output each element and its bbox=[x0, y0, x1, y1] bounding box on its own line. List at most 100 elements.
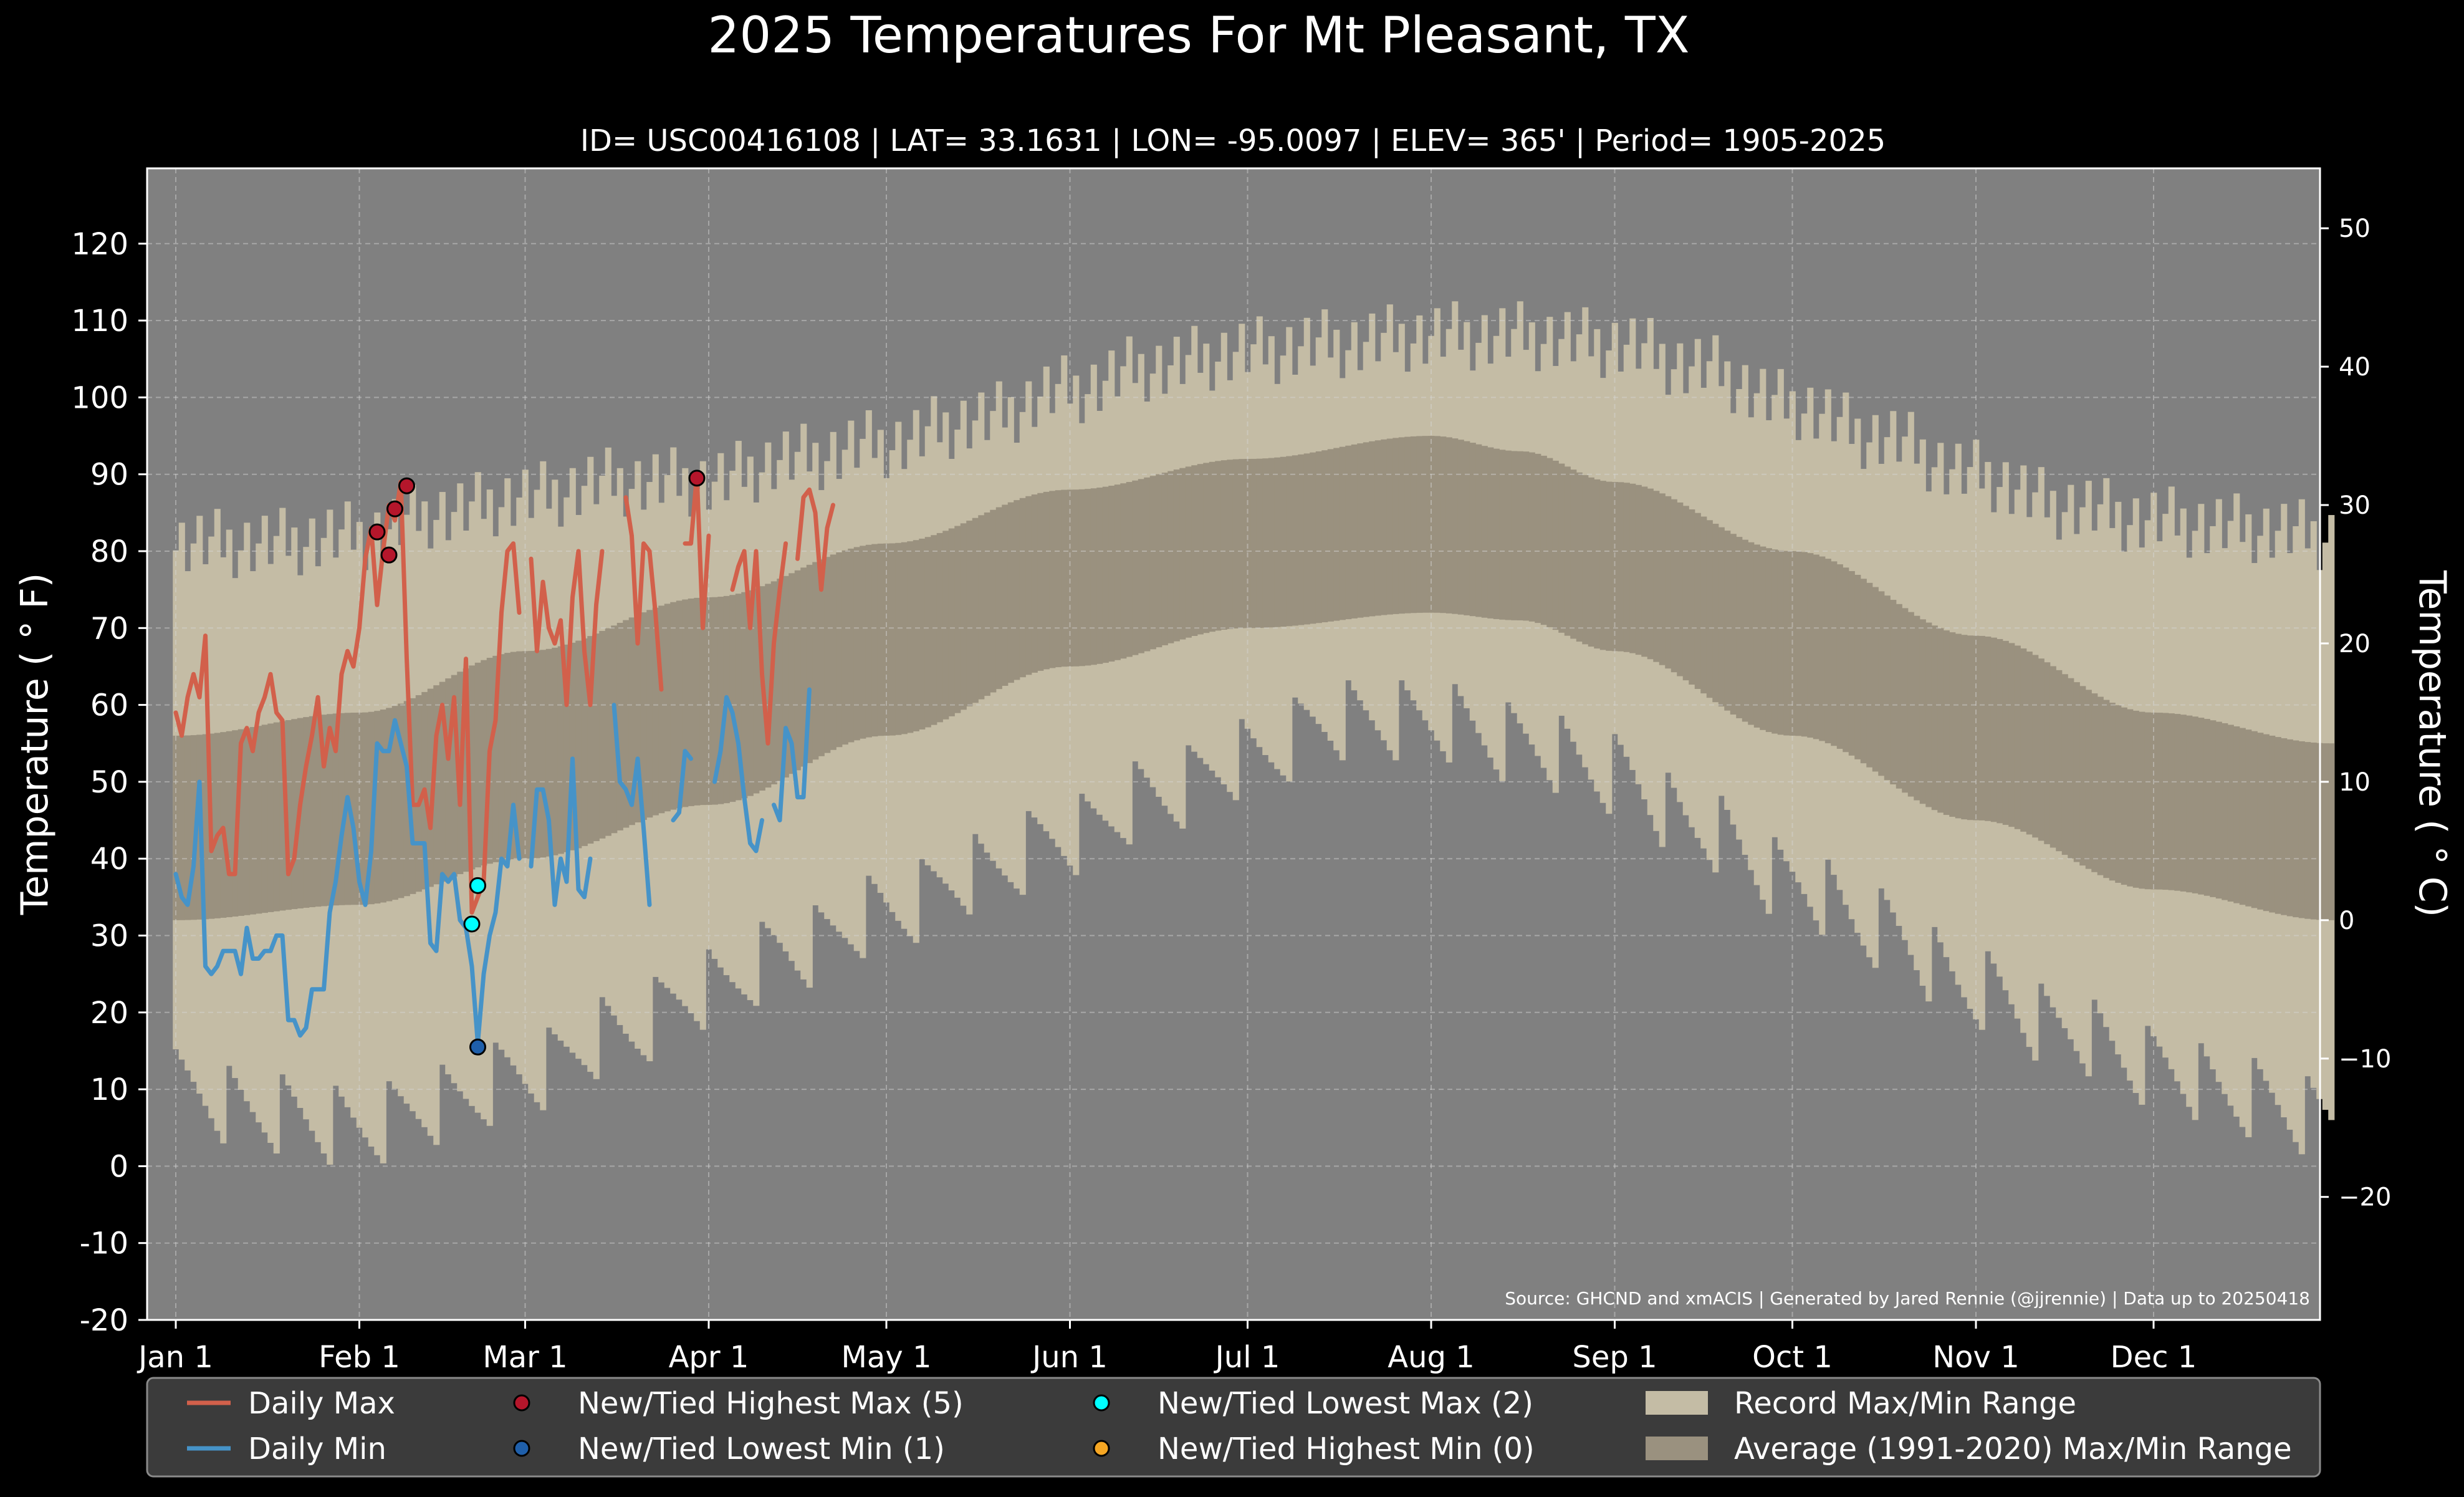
average-range-bar bbox=[848, 548, 855, 743]
average-range-bar bbox=[735, 594, 742, 801]
average-range-bar bbox=[2198, 718, 2205, 895]
daily-max-line bbox=[795, 487, 835, 592]
average-range-bar bbox=[178, 735, 185, 920]
average-range-bar bbox=[1718, 527, 1725, 707]
average-range-bar bbox=[936, 532, 943, 723]
average-range-bar bbox=[1102, 486, 1109, 663]
average-range-bar bbox=[1357, 443, 1364, 618]
average-range-bar bbox=[616, 622, 623, 830]
average-range-bar bbox=[1653, 491, 1660, 662]
average-range-bar bbox=[1464, 441, 1470, 615]
legend-label: Daily Max bbox=[248, 1386, 395, 1421]
average-range-bar bbox=[1712, 524, 1719, 703]
average-range-bar bbox=[2286, 739, 2293, 917]
average-range-bar bbox=[1031, 494, 1038, 673]
y-right-tick-label: 10 bbox=[2339, 768, 2371, 797]
average-range-bar bbox=[2056, 670, 2063, 852]
average-range-bar bbox=[1878, 591, 1885, 776]
average-range-bar bbox=[924, 537, 931, 728]
y-left-tick-label: 100 bbox=[71, 380, 128, 415]
average-range-bar bbox=[646, 610, 653, 818]
average-range-bar bbox=[658, 605, 665, 814]
average-range-bar bbox=[1149, 476, 1156, 650]
legend-label: New/Tied Highest Max (5) bbox=[578, 1386, 964, 1421]
legend-label: New/Tied Lowest Min (1) bbox=[578, 1432, 945, 1466]
legend-label: New/Tied Lowest Max (2) bbox=[1158, 1386, 1533, 1421]
average-range-bar bbox=[2328, 743, 2335, 920]
average-range-bar bbox=[2132, 710, 2139, 888]
average-range-bar bbox=[1487, 447, 1494, 619]
average-range-bar bbox=[1546, 458, 1553, 627]
average-range-bar bbox=[1298, 454, 1305, 625]
average-range-bar bbox=[398, 703, 405, 898]
average-range-bar bbox=[540, 650, 547, 858]
y-axis-right-ticks: −20 −10 0 10 20 30 40 50 bbox=[2320, 214, 2391, 1212]
average-range-bar bbox=[285, 720, 292, 910]
average-range-bar bbox=[1114, 484, 1121, 660]
y-right-tick-label: −20 bbox=[2339, 1183, 2391, 1212]
average-range-bar bbox=[220, 732, 227, 918]
daily-min-line bbox=[611, 703, 652, 907]
average-range-bar bbox=[2168, 713, 2175, 890]
average-range-bar bbox=[2032, 655, 2039, 838]
average-range-bar bbox=[1493, 448, 1500, 619]
average-range-bar bbox=[2215, 721, 2222, 899]
average-range-bar bbox=[670, 602, 677, 810]
average-range-bar bbox=[2139, 711, 2145, 889]
average-range-bar bbox=[261, 724, 268, 913]
average-range-bar bbox=[1363, 442, 1369, 617]
average-range-bar bbox=[2127, 709, 2134, 887]
legend-label: Average (1991-2020) Max/Min Range bbox=[1734, 1432, 2292, 1466]
average-range-bar bbox=[1760, 546, 1767, 730]
daily-max-series bbox=[173, 472, 835, 915]
average-range-bar bbox=[256, 726, 262, 914]
average-range-bar bbox=[1067, 489, 1073, 667]
average-range-bar bbox=[1422, 436, 1429, 613]
average-range-bar bbox=[1813, 554, 1819, 739]
average-range-bar bbox=[1481, 446, 1488, 618]
average-range-bar bbox=[1007, 502, 1014, 683]
average-range-bar bbox=[741, 592, 748, 799]
average-range-bar bbox=[356, 712, 363, 905]
average-range-bar bbox=[214, 733, 221, 918]
average-range-bar bbox=[2079, 686, 2086, 866]
average-range-bar bbox=[812, 562, 819, 760]
average-range-bar bbox=[1351, 444, 1358, 619]
average-range-bar bbox=[1665, 496, 1672, 669]
average-range-bar bbox=[1144, 477, 1151, 652]
average-range-bar bbox=[1090, 488, 1097, 665]
average-range-bar bbox=[1499, 450, 1506, 620]
average-range-bar bbox=[883, 543, 890, 736]
average-range-bar bbox=[2210, 720, 2217, 897]
y-right-tick-label: 20 bbox=[2339, 630, 2371, 658]
average-range-bar bbox=[315, 715, 322, 907]
x-tick-label: Jan 1 bbox=[137, 1340, 213, 1375]
average-range-bar bbox=[1085, 489, 1091, 666]
average-range-bar bbox=[2049, 666, 2056, 848]
average-range-bar bbox=[1393, 438, 1399, 614]
average-range-bar bbox=[552, 647, 558, 855]
average-range-bar bbox=[1700, 516, 1707, 694]
average-range-bar bbox=[652, 607, 659, 816]
average-range-bar bbox=[889, 543, 896, 736]
average-range-bar bbox=[1671, 499, 1677, 673]
x-tick-label: Mar 1 bbox=[482, 1340, 567, 1375]
average-range-bar bbox=[320, 715, 327, 907]
average-range-bar bbox=[2091, 693, 2098, 872]
average-range-bar bbox=[1404, 436, 1411, 614]
average-range-bar bbox=[635, 615, 641, 823]
average-range-bar bbox=[1244, 459, 1251, 628]
y-left-tick-label: 90 bbox=[90, 458, 128, 493]
x-tick-label: Jun 1 bbox=[1030, 1340, 1108, 1375]
average-range-bar bbox=[557, 646, 564, 854]
average-range-bar bbox=[2109, 703, 2116, 881]
average-range-bar bbox=[877, 543, 884, 736]
average-range-bar bbox=[931, 535, 937, 725]
legend-patch-swatch bbox=[1646, 1437, 1708, 1460]
average-range-bar bbox=[1256, 458, 1263, 628]
average-range-bar bbox=[1227, 460, 1234, 629]
average-range-bar bbox=[2044, 662, 2051, 844]
average-range-bar bbox=[1570, 469, 1577, 639]
plot-frame bbox=[146, 167, 2321, 1321]
